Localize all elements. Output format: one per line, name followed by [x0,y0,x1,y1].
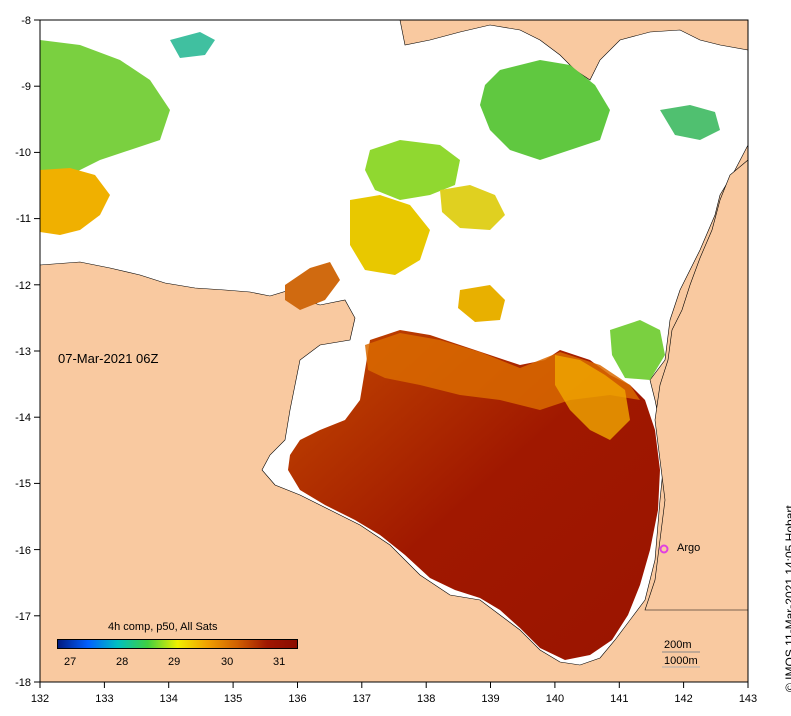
y-tick-label: -13 [15,346,31,358]
sst-patch-central-green [365,140,460,200]
sst-patch-nw-orange [40,168,110,235]
y-tick-label: -11 [16,213,31,225]
x-tick-label: 141 [610,693,628,705]
sst-patch-orange-west [285,262,340,310]
sst-yellow-east [555,355,630,440]
legend-title: 4h comp, p50, All Sats [108,621,218,633]
land-cape-york [644,159,749,611]
x-tick-label: 143 [739,693,757,705]
colorbar-tick: 27 [64,656,77,668]
colorbar-tick: 29 [168,656,181,668]
x-tick-label: 135 [224,693,242,705]
y-tick-label: -17 [15,611,31,623]
depth-label-1000m: 1000m [664,655,698,667]
y-tick-label: -10 [15,147,31,159]
x-tick-label: 136 [288,693,306,705]
y-tick-label: -14 [15,412,31,424]
y-tick-label: -8 [21,15,31,27]
y-tick-label: -16 [15,545,31,557]
argo-label: Argo [677,542,701,554]
credit-text: © IMOS 11-Mar-2021 14:05 Hobart [783,505,791,692]
x-tick-label: 142 [674,693,692,705]
sst-patch-central-yellow [350,195,430,275]
sst-gulf-warm [288,330,660,660]
x-tick-label: 134 [160,693,178,705]
colorbar-tick: 30 [221,656,234,668]
sst-patch-mid-yellow [440,185,505,230]
sst-patch-east-green [610,320,665,380]
y-axis: -8 -9 -10 -11 -12 -13 -14 -15 -16 -17 -1… [15,15,40,689]
sst-patch-small [170,32,215,58]
depth-label-200m: 200m [664,639,692,651]
sst-patch-east-teal [660,105,720,140]
y-tick-label: -9 [21,81,31,93]
x-tick-label: 137 [353,693,371,705]
argo-marker-icon[interactable] [659,544,669,554]
date-label: 07-Mar-2021 06Z [58,351,159,366]
x-tick-label: 140 [546,693,564,705]
sst-patch-north-green [480,60,610,160]
x-tick-label: 132 [31,693,49,705]
colorbar-tick: 31 [273,656,286,668]
x-tick-label: 133 [95,693,113,705]
sst-patch-central-south [458,285,505,322]
colorbar [57,639,298,649]
x-tick-label: 139 [481,693,499,705]
y-tick-label: -12 [15,280,31,292]
land-new-guinea [399,19,749,81]
x-axis: 132 133 134 135 136 137 138 139 140 141 … [31,682,757,705]
x-tick-label: 138 [417,693,435,705]
y-tick-label: -15 [15,478,31,490]
sst-patch-nw [40,40,170,195]
colorbar-tick: 28 [116,656,129,668]
y-tick-label: -18 [15,677,31,689]
